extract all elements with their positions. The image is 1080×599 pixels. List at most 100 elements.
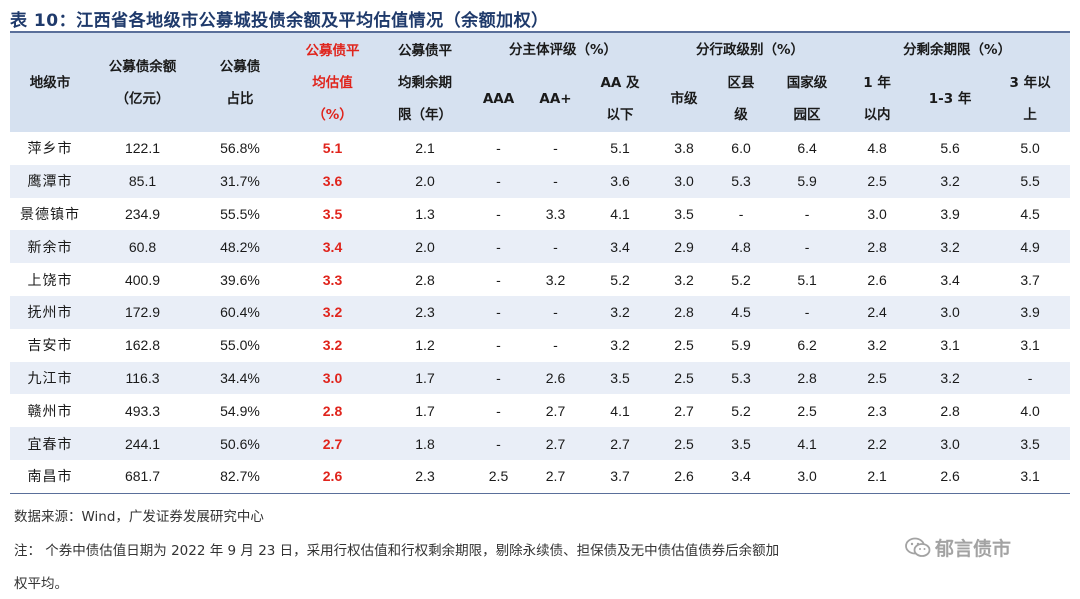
row-term-1-3y: 3.0 <box>910 295 991 329</box>
row-term-1-3y: 3.1 <box>940 337 960 354</box>
header-share: 公募债 占比 <box>195 33 285 132</box>
row-share: 60.4% <box>195 295 285 329</box>
row-balance: 493.3 <box>124 402 161 419</box>
row-county: 4.8 <box>712 230 771 264</box>
row-share: 82.7% <box>195 459 285 494</box>
row-national-park: - <box>770 295 845 329</box>
table-row: 赣州市 493.3 54.9% 2.8 1.7 - 2.7 4.1 2.7 5.2 2.5 2.3 2.… <box>10 394 1070 427</box>
row-avg-term: 1.3 <box>415 205 435 222</box>
row-avg-valuation: 3.6 <box>285 164 380 198</box>
row-term-over-3y: 4.5 <box>1020 205 1040 222</box>
row-national-park: 6.2 <box>797 337 817 354</box>
row-county: 5.2 <box>731 271 751 288</box>
row-national-park: - <box>770 230 845 264</box>
row-avg-term: 1.8 <box>380 427 470 460</box>
row-national-park: 5.1 <box>797 271 817 288</box>
row-balance: 122.1 <box>124 140 161 157</box>
row-aa-below: 3.4 <box>584 230 657 264</box>
row-term-1-3y: 3.9 <box>940 205 960 222</box>
row-balance: 60.8 <box>90 230 195 264</box>
row-aaa: 2.5 <box>470 459 527 494</box>
row-aa-below: 5.2 <box>610 271 630 288</box>
row-term-under-1y: 2.3 <box>867 402 887 419</box>
row-term-1-3y: 3.2 <box>910 164 991 198</box>
row-avg-valuation: 2.6 <box>285 459 380 494</box>
header-aaplus: AA+ <box>527 66 584 132</box>
row-aaplus: - <box>553 337 558 354</box>
row-term-over-3y: 3.9 <box>990 295 1071 329</box>
row-share: 34.4% <box>195 361 285 395</box>
footnote-line-1: 注： 个券中债估值日期为 2022 年 9 月 23 日，采用行权估值和行权剩余… <box>14 543 780 559</box>
row-municipal: 3.2 <box>674 271 694 288</box>
row-avg-valuation: 3.0 <box>285 361 380 395</box>
row-balance: 244.1 <box>90 427 195 460</box>
row-aaplus: - <box>527 164 584 198</box>
bond-valuation-table: 地级市 公募债余额 （亿元） 公募债 占比 公募债平 均估值 （%） 公募债平 均剩余期限… <box>10 33 1071 494</box>
row-term-1-3y: 2.8 <box>940 402 960 419</box>
row-county: - <box>738 205 744 222</box>
row-county: 5.3 <box>712 361 771 395</box>
row-aaa: - <box>496 402 501 419</box>
table-row: 上饶市 400.9 39.6% 3.3 2.8 - 3.2 5.2 3.2 5.2 5.1 2.6 3.… <box>10 263 1070 296</box>
header-term-over-3y: 3 年以上 <box>990 66 1071 132</box>
row-aaa: - <box>496 337 501 354</box>
row-term-under-1y: 2.4 <box>844 295 911 329</box>
row-city: 宜春市 <box>10 427 90 460</box>
row-term-over-3y: 5.5 <box>990 164 1071 198</box>
row-county: 5.2 <box>731 402 751 419</box>
row-avg-term: 2.0 <box>380 164 470 198</box>
row-aaplus: 3.2 <box>545 271 566 288</box>
row-aaa: - <box>496 140 501 157</box>
row-share: 55.5% <box>220 205 260 222</box>
table-row: 南昌市 681.7 82.7% 2.6 2.3 2.5 2.7 3.7 2.6 3.4 3.0 2.1… <box>10 459 1071 494</box>
row-aa-below: 3.6 <box>584 164 657 198</box>
footnote-line-2: 权平均。 <box>14 576 68 592</box>
header-term-under-1y: 1 年以内 <box>844 66 911 132</box>
row-avg-valuation: 2.7 <box>285 427 380 460</box>
source-note: 数据来源：Wind，广发证券发展研究中心 <box>14 509 264 525</box>
row-term-under-1y: 3.0 <box>867 205 887 222</box>
header-national-park: 国家级 园区 <box>770 66 845 132</box>
watermark: 郁言债市 <box>905 534 1011 561</box>
row-city: 新余市 <box>10 230 90 264</box>
row-municipal: 3.5 <box>674 205 694 222</box>
row-national-park: 4.1 <box>770 427 845 460</box>
row-term-1-3y: 3.2 <box>910 361 991 395</box>
table-row: 吉安市 162.8 55.0% 3.2 1.2 - - 3.2 2.5 5.9 6.2 3.2 3.1 3… <box>10 329 1070 362</box>
row-avg-valuation: 3.3 <box>322 271 343 288</box>
row-term-over-3y: 3.1 <box>1020 337 1040 354</box>
table-row: 鹰潭市 85.1 31.7% 3.6 2.0- -3.6 3.0 5.3 5.9 2.5 3.2 5.… <box>10 164 1071 198</box>
row-avg-valuation: 3.2 <box>285 295 380 329</box>
header-municipal: 市级 <box>656 66 713 132</box>
row-share: 55.0% <box>220 337 260 354</box>
row-city: 景德镇市 <box>20 206 80 223</box>
row-national-park: 5.9 <box>770 164 845 198</box>
row-county: 3.4 <box>712 459 771 494</box>
row-avg-term: 2.0 <box>380 230 470 264</box>
header-admin-group: 分行政级别（%） <box>656 33 845 66</box>
row-term-under-1y: 2.5 <box>844 361 911 395</box>
row-avg-term: 2.8 <box>415 271 435 288</box>
table-header: 地级市 公募债余额 （亿元） 公募债 占比 公募债平 均估值 （%） 公募债平 均剩余期限… <box>10 33 1071 132</box>
row-aa-below: 4.1 <box>610 205 630 222</box>
row-aa-below: 4.1 <box>610 402 630 419</box>
row-avg-term: 1.7 <box>415 402 435 419</box>
watermark-text: 郁言债市 <box>935 538 1012 560</box>
row-municipal: 2.6 <box>656 459 713 494</box>
row-city: 吉安市 <box>27 338 73 355</box>
table-body: 萍乡市 122.1 56.8% 5.1 2.1- -5.1 3.8 6.0 6.4 4.8 5.6 5… <box>10 132 1071 494</box>
row-aaplus: 2.6 <box>527 361 584 395</box>
row-county: 5.9 <box>731 337 751 354</box>
row-avg-term: 2.3 <box>380 295 470 329</box>
row-city: 鹰潭市 <box>10 164 90 198</box>
row-city: 南昌市 <box>10 459 90 494</box>
row-balance: 162.8 <box>124 337 161 354</box>
row-term-1-3y: 3.2 <box>910 230 991 264</box>
row-aaplus: 2.7 <box>527 459 584 494</box>
title-divider <box>10 31 1070 33</box>
row-term-1-3y: 3.0 <box>910 427 991 460</box>
table-row: 萍乡市 122.1 56.8% 5.1 2.1 - - 5.1 3.8 6.0 6.4 4.8 5.6 5… <box>10 132 1070 165</box>
wechat-icon <box>905 537 931 557</box>
row-aa-below: 3.2 <box>584 295 657 329</box>
row-term-1-3y: 2.6 <box>910 459 991 494</box>
